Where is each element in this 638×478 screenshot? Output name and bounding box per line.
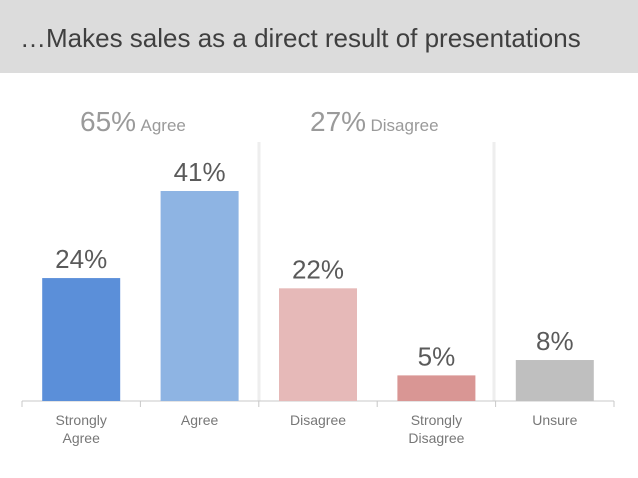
agree-group-word: Agree bbox=[140, 116, 186, 135]
bar-value-label: 24% bbox=[55, 244, 107, 274]
bar-value-label: 5% bbox=[418, 341, 456, 371]
bar bbox=[42, 278, 121, 401]
bar bbox=[397, 375, 476, 401]
bar-value-label: 22% bbox=[292, 254, 344, 284]
bar bbox=[515, 360, 594, 401]
agree-group-percent: 65% bbox=[80, 106, 137, 137]
disagree-group-label: 27% Disagree bbox=[310, 106, 439, 138]
agree-group-label: 65% Agree bbox=[80, 106, 186, 138]
bar-value-label: 8% bbox=[536, 326, 574, 356]
group-separator bbox=[257, 142, 261, 401]
title-bar: …Makes sales as a direct result of prese… bbox=[0, 0, 638, 73]
bar bbox=[160, 191, 239, 401]
bar bbox=[279, 288, 357, 401]
bar-value-label: 41% bbox=[174, 157, 226, 187]
disagree-group-word: Disagree bbox=[370, 116, 439, 135]
chart-title: …Makes sales as a direct result of prese… bbox=[20, 23, 581, 53]
category-label: Unsure bbox=[532, 412, 577, 428]
category-label: Strongly Disagree bbox=[408, 412, 464, 446]
category-label: Disagree bbox=[290, 412, 346, 428]
category-label: Strongly Agree bbox=[56, 412, 107, 446]
group-separator bbox=[492, 142, 496, 401]
disagree-group-percent: 27% bbox=[310, 106, 367, 137]
category-label: Agree bbox=[181, 412, 219, 428]
